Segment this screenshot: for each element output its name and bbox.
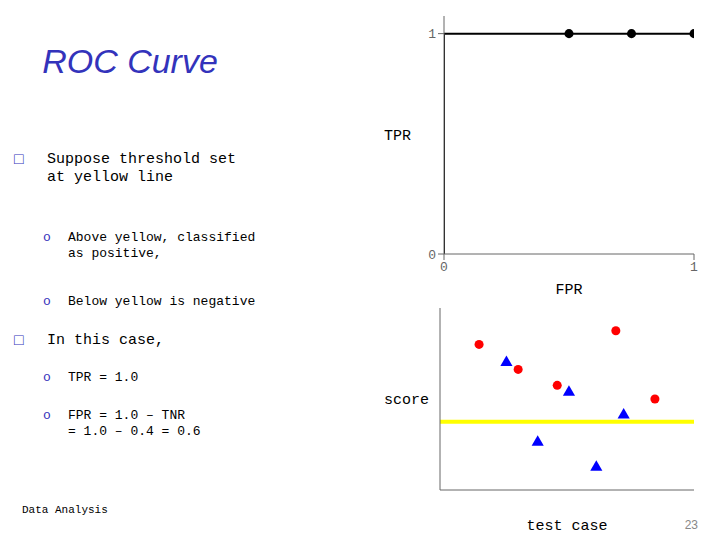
html-text:ROC Curve: ROC Curve <box>42 42 218 80</box>
html-text:Below yellow is negative: Below yellow is negative <box>68 294 256 309</box>
svg-text:FPR: FPR <box>555 282 582 298</box>
html-text:o: o <box>43 294 51 309</box>
html-text:TPR = 1.0: TPR = 1.0 <box>68 370 139 385</box>
html-text:o: o <box>43 370 51 385</box>
html-text:o: o <box>43 230 51 245</box>
html-text:23: 23 <box>684 518 698 532</box>
html-text:Above yellow, classified as po: Above yellow, classified as positive, <box>68 230 256 261</box>
svg-text:test case: test case <box>526 518 607 534</box>
html-text:o: o <box>43 408 51 423</box>
html-text:In this case,: In this case, <box>47 332 164 349</box>
svg-text:0: 0 <box>428 248 436 263</box>
svg-text:1: 1 <box>690 260 698 275</box>
svg-text:score: score <box>384 392 429 409</box>
html-text:FPR = 1.0 – TNR = 1.0 – 0.4 =: FPR = 1.0 – TNR = 1.0 – 0.4 = 0.6 <box>68 408 201 439</box>
html-text:Data Analysis: Data Analysis <box>22 504 108 516</box>
svg-text:1: 1 <box>428 27 436 42</box>
svg-text:TPR: TPR <box>384 128 411 145</box>
html-text:Suppose threshold set at yello: Suppose threshold set at yellow line <box>47 151 236 186</box>
svg-text:0: 0 <box>440 260 448 275</box>
